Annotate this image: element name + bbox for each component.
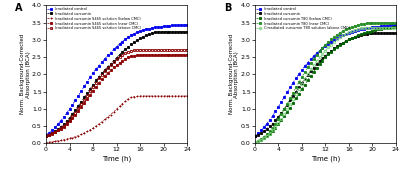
X-axis label: Time (h): Time (h) xyxy=(102,155,131,162)
Y-axis label: Norm. Background-Corrected
Absorption (BCA): Norm. Background-Corrected Absorption (B… xyxy=(229,34,240,114)
Legend: Irradiated control, Irradiated curcumin, Irradiated curcumin S465 solution (belo: Irradiated control, Irradiated curcumin,… xyxy=(47,6,142,31)
Legend: Irradiated control, Irradiated curcumin, Irradiated curcumin T80 (below CMC), Ir: Irradiated control, Irradiated curcumin,… xyxy=(256,6,351,31)
X-axis label: Time (h): Time (h) xyxy=(311,155,340,162)
Text: A: A xyxy=(15,3,22,13)
Y-axis label: Norm. Background-Corrected
Absorption (BCA): Norm. Background-Corrected Absorption (B… xyxy=(20,34,30,114)
Text: B: B xyxy=(224,3,231,13)
